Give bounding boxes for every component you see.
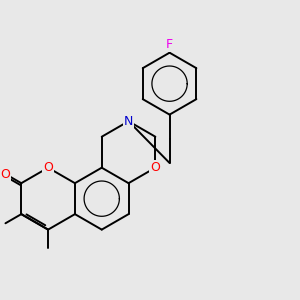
Text: F: F: [166, 38, 173, 51]
Text: O: O: [43, 161, 53, 174]
Text: O: O: [150, 161, 160, 174]
Text: O: O: [0, 168, 10, 181]
Text: N: N: [124, 115, 133, 128]
